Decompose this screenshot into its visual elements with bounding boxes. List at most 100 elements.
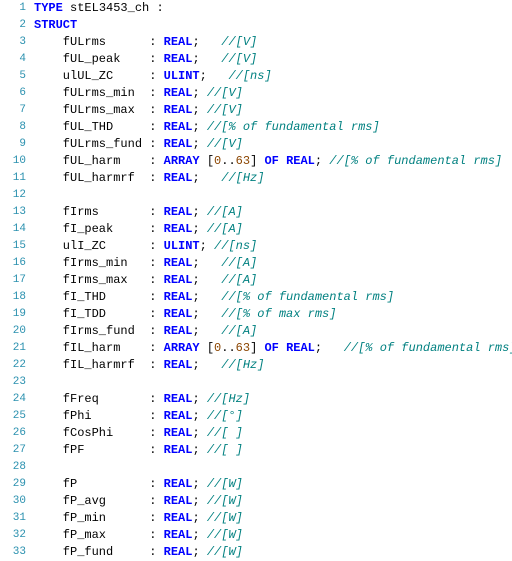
token-t: OF xyxy=(264,154,278,168)
line-number: 19 xyxy=(0,306,34,323)
code-content: fPF : REAL; //[ ] xyxy=(34,442,512,459)
token-id: ulI_ZC xyxy=(34,239,149,253)
token-punc: : xyxy=(149,222,163,236)
token-punc: : xyxy=(149,494,163,508)
token-t: REAL xyxy=(164,171,193,185)
token-id: fIL_harm xyxy=(34,341,149,355)
token-punc: : xyxy=(149,256,163,270)
line-number: 26 xyxy=(0,425,34,442)
code-line: 30 fP_avg : REAL; //[W] xyxy=(0,493,512,510)
token-punc: .. xyxy=(221,341,235,355)
token-punc: : xyxy=(149,290,163,304)
token-punc: ; xyxy=(192,443,199,457)
token-punc: ; xyxy=(192,511,199,525)
code-content: fIrms_max : REAL; //[A] xyxy=(34,272,512,289)
token-cm: //[A] xyxy=(200,256,258,270)
token-id: fULrms_fund xyxy=(34,137,149,151)
token-cm: //[% of fundamental rms] xyxy=(322,341,512,355)
token-punc: : xyxy=(149,426,163,440)
code-content: fPhi : REAL; //[°] xyxy=(34,408,512,425)
token-punc: ] xyxy=(250,341,264,355)
token-cm: //[V] xyxy=(200,137,243,151)
code-content: fI_peak : REAL; //[A] xyxy=(34,221,512,238)
line-number: 3 xyxy=(0,34,34,51)
token-punc: : xyxy=(149,358,163,372)
token-punc: ; xyxy=(192,477,199,491)
token-punc: ; xyxy=(192,409,199,423)
token-punc: : xyxy=(149,477,163,491)
token-cm: //[W] xyxy=(200,528,243,542)
code-line: 10 fUL_harm : ARRAY [0..63] OF REAL; //[… xyxy=(0,153,512,170)
token-t: REAL xyxy=(164,103,193,117)
token-id: fP_avg xyxy=(34,494,149,508)
code-line: 24 fFreq : REAL; //[Hz] xyxy=(0,391,512,408)
token-punc: ; xyxy=(192,324,199,338)
token-punc: ; xyxy=(192,52,199,66)
code-line: 1TYPE stEL3453_ch : xyxy=(0,0,512,17)
token-punc: : xyxy=(149,52,163,66)
token-punc: : xyxy=(156,1,163,15)
token-t: REAL xyxy=(164,290,193,304)
code-line: 8 fUL_THD : REAL; //[% of fundamental rm… xyxy=(0,119,512,136)
code-content: fULrms_min : REAL; //[V] xyxy=(34,85,512,102)
token-punc: : xyxy=(149,443,163,457)
token-cm: //[W] xyxy=(200,545,243,559)
token-punc: ; xyxy=(192,290,199,304)
token-punc: : xyxy=(149,154,163,168)
code-line: 22 fIL_harmrf : REAL; //[Hz] xyxy=(0,357,512,374)
line-number: 9 xyxy=(0,136,34,153)
token-punc: : xyxy=(149,528,163,542)
code-content: fP_min : REAL; //[W] xyxy=(34,510,512,527)
token-cm: //[Hz] xyxy=(200,358,265,372)
token-punc: ; xyxy=(192,120,199,134)
token-t: REAL xyxy=(286,341,315,355)
code-line: 33 fP_fund : REAL; //[W] xyxy=(0,544,512,561)
token-id: fUL_peak xyxy=(34,52,149,66)
token-cm: //[W] xyxy=(200,477,243,491)
token-punc: ; xyxy=(200,69,207,83)
token-punc: ; xyxy=(192,358,199,372)
token-cm: //[W] xyxy=(200,511,243,525)
line-number: 15 xyxy=(0,238,34,255)
line-number: 13 xyxy=(0,204,34,221)
token-punc: ; xyxy=(192,528,199,542)
code-content xyxy=(34,459,512,476)
token-t: REAL xyxy=(164,205,193,219)
token-id: fULrms_max xyxy=(34,103,149,117)
line-number: 5 xyxy=(0,68,34,85)
line-number: 28 xyxy=(0,459,34,476)
code-line: 14 fI_peak : REAL; //[A] xyxy=(0,221,512,238)
token-cm: //[V] xyxy=(200,35,258,49)
token-t: REAL xyxy=(164,86,193,100)
token-punc: ; xyxy=(192,273,199,287)
token-cm: //[V] xyxy=(200,103,243,117)
line-number: 31 xyxy=(0,510,34,527)
line-number: 22 xyxy=(0,357,34,374)
token-cm: //[°] xyxy=(200,409,243,423)
line-number: 1 xyxy=(0,0,34,17)
code-line: 21 fIL_harm : ARRAY [0..63] OF REAL; //[… xyxy=(0,340,512,357)
token-id: fP_min xyxy=(34,511,149,525)
token-id: fUL_harmrf xyxy=(34,171,149,185)
token-punc: : xyxy=(149,511,163,525)
line-number: 21 xyxy=(0,340,34,357)
token-t: REAL xyxy=(164,511,193,525)
code-content: fUL_harm : ARRAY [0..63] OF REAL; //[% o… xyxy=(34,153,512,170)
token-punc: ; xyxy=(192,35,199,49)
code-editor: 1TYPE stEL3453_ch :2STRUCT3 fULrms : REA… xyxy=(0,0,512,561)
token-cm: //[ns] xyxy=(207,69,272,83)
token-punc: ; xyxy=(200,239,207,253)
token-t: REAL xyxy=(164,528,193,542)
token-id: fCosPhi xyxy=(34,426,149,440)
token-t: REAL xyxy=(164,392,193,406)
code-line: 3 fULrms : REAL; //[V] xyxy=(0,34,512,51)
token-punc: ; xyxy=(192,103,199,117)
token-punc: ; xyxy=(315,154,322,168)
token-punc: : xyxy=(149,171,163,185)
code-line: 32 fP_max : REAL; //[W] xyxy=(0,527,512,544)
token-punc: ; xyxy=(315,341,322,355)
code-content: fI_THD : REAL; //[% of fundamental rms] xyxy=(34,289,512,306)
code-line: 20 fIrms_fund : REAL; //[A] xyxy=(0,323,512,340)
token-id: fUL_harm xyxy=(34,154,149,168)
code-line: 13 fIrms : REAL; //[A] xyxy=(0,204,512,221)
